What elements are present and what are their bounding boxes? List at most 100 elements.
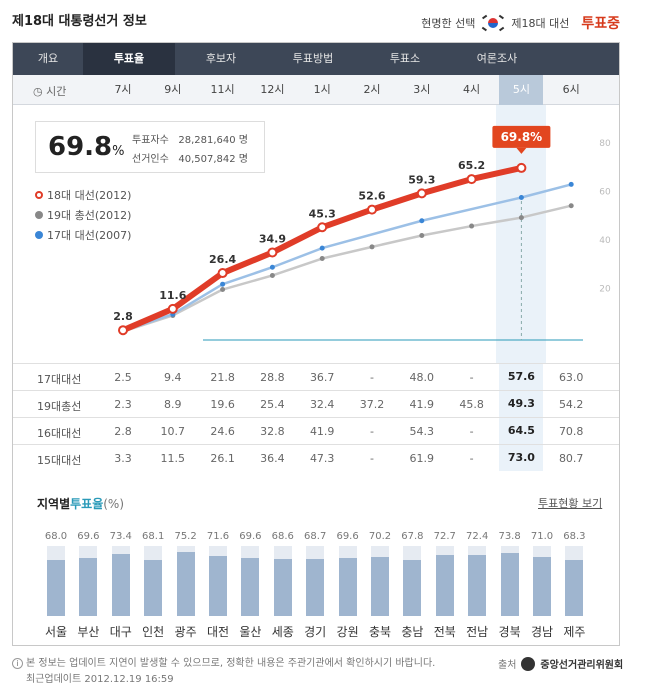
region-bar[interactable]: 68.1 인천 [140,531,166,651]
voters-stat: 투표자수 28,281,640 명 [132,131,248,146]
time-column[interactable]: 6시 [562,83,580,96]
region-bar-fill [79,558,98,616]
series-line [122,204,572,333]
voters-label: 투표자수 [132,135,169,146]
data-point [118,325,128,336]
data-label: 65.2 [458,159,485,172]
table-cell: 26.1 [210,452,235,465]
page-title: 제18대 대통령선거 정보 [12,14,147,29]
region-bar-fill [241,558,260,616]
y-tick-label: 20 [599,285,611,295]
y-tick-label: 40 [599,236,611,246]
electorate-label: 선거인수 [132,154,169,165]
view-vote-status-link[interactable]: 투표현황 보기 [538,497,603,510]
tab-polling-stations[interactable]: 투표소 [389,52,421,65]
legend-dot-icon [35,191,43,199]
tab-voting-method[interactable]: 투표방법 [292,52,334,65]
region-bar[interactable]: 75.2 광주 [173,531,199,651]
table-cell: 3.3 [114,452,132,465]
source-label: 출처 [498,660,517,671]
region-bar[interactable]: 69.6 부산 [75,531,101,651]
time-column[interactable]: 1시 [313,83,331,96]
table-row: 15대대선 3.3 11.5 26.1 36.4 47.3 - 61.9 - 73.0 80.7 [13,444,619,471]
table-cell: 36.4 [260,452,285,465]
table-cell: 9.4 [164,371,182,384]
region-bar-fill [144,559,163,616]
data-label: 34.9 [259,232,286,245]
region-bar[interactable]: 71.6 대전 [205,531,231,651]
time-column[interactable]: 4시 [463,83,481,96]
nec-logo-icon [521,656,536,671]
data-label: 59.3 [408,173,435,186]
live-status: 투표중 [581,16,620,32]
region-bar-track [565,546,584,616]
region-bar-fill [306,559,325,616]
region-bar[interactable]: 72.7 전북 [432,531,458,651]
turnout-number: 69.8 [48,132,113,162]
legend-label: 18대 대선(2012) [47,189,132,202]
table-cell: - [469,425,474,438]
region-name: 대구 [109,625,132,639]
data-label: 52.6 [358,190,385,203]
time-column[interactable]: 9시 [164,83,182,96]
row-label: 17대대선 [37,373,82,386]
table-cell: - [370,425,374,438]
region-bar[interactable]: 71.0 경남 [529,531,555,651]
tab-turnout[interactable]: 투표율 [83,43,175,75]
time-column[interactable]: 3시 [413,83,431,96]
region-bar[interactable]: 68.6 세종 [270,531,296,651]
region-bar-track [47,546,65,616]
time-label-text: 시간 [46,85,67,98]
time-column[interactable]: 12시 [260,83,285,96]
data-point [317,222,328,233]
region-bar-fill [533,556,551,616]
tab-overview[interactable]: 개요 [37,52,59,65]
region-bar-fill [403,560,422,616]
row-label: 15대대선 [37,454,82,467]
time-column[interactable]: 7시 [114,83,132,96]
tab-polls[interactable]: 여론조사 [476,52,518,65]
data-label: 2.8 [113,310,133,323]
region-value: 68.7 [304,531,327,542]
time-column[interactable]: 11시 [210,83,235,96]
table-cell: 2.3 [114,398,132,411]
region-name: 부산 [77,625,100,639]
region-bar[interactable]: 73.4 대구 [108,531,134,651]
data-point [469,223,475,229]
region-bar-fill [435,554,454,616]
region-bar[interactable]: 73.8 경북 [497,531,523,651]
region-bar[interactable]: 68.0 서울 [43,531,69,651]
tab-bar: 개요 투표율 후보자 투표방법 투표소 여론조사 [13,43,619,75]
data-point [217,268,228,279]
tab-candidates[interactable]: 후보자 [205,52,237,65]
region-name: 경북 [498,625,521,639]
table-cell: 64.5 [499,418,544,444]
table-cell: - [370,371,374,384]
region-value: 68.6 [271,531,294,542]
region-value: 69.6 [239,531,262,542]
region-value: 72.7 [433,531,456,542]
table-cell: 11.5 [160,452,186,465]
region-bar[interactable]: 72.4 전남 [464,531,490,651]
time-column[interactable]: 2시 [363,83,381,96]
region-value: 72.4 [466,531,489,542]
region-bar[interactable]: 68.3 제주 [561,531,587,651]
time-column[interactable]: 5시 [499,75,544,105]
region-value: 70.2 [368,531,392,542]
region-bar[interactable]: 69.6 강원 [335,531,361,651]
regional-title-unit: (%) [103,497,125,511]
region-name: 전남 [466,625,489,639]
chart-legend: 18대 대선(2012) 19대 총선(2012) 17대 대선(2007) [35,185,131,245]
region-bar-track [111,546,130,616]
region-bar[interactable]: 67.8 충남 [399,531,425,651]
region-bar[interactable]: 69.6 울산 [237,531,263,651]
region-bar[interactable]: 68.7 경기 [302,531,328,651]
region-bar[interactable]: 70.2 충북 [367,531,393,651]
region-name: 강원 [336,625,359,639]
region-bar-track [273,546,292,616]
data-point [269,272,275,278]
region-value: 69.6 [336,531,359,542]
region-name: 대전 [206,625,230,639]
voters-value: 28,281,640 명 [178,135,248,146]
